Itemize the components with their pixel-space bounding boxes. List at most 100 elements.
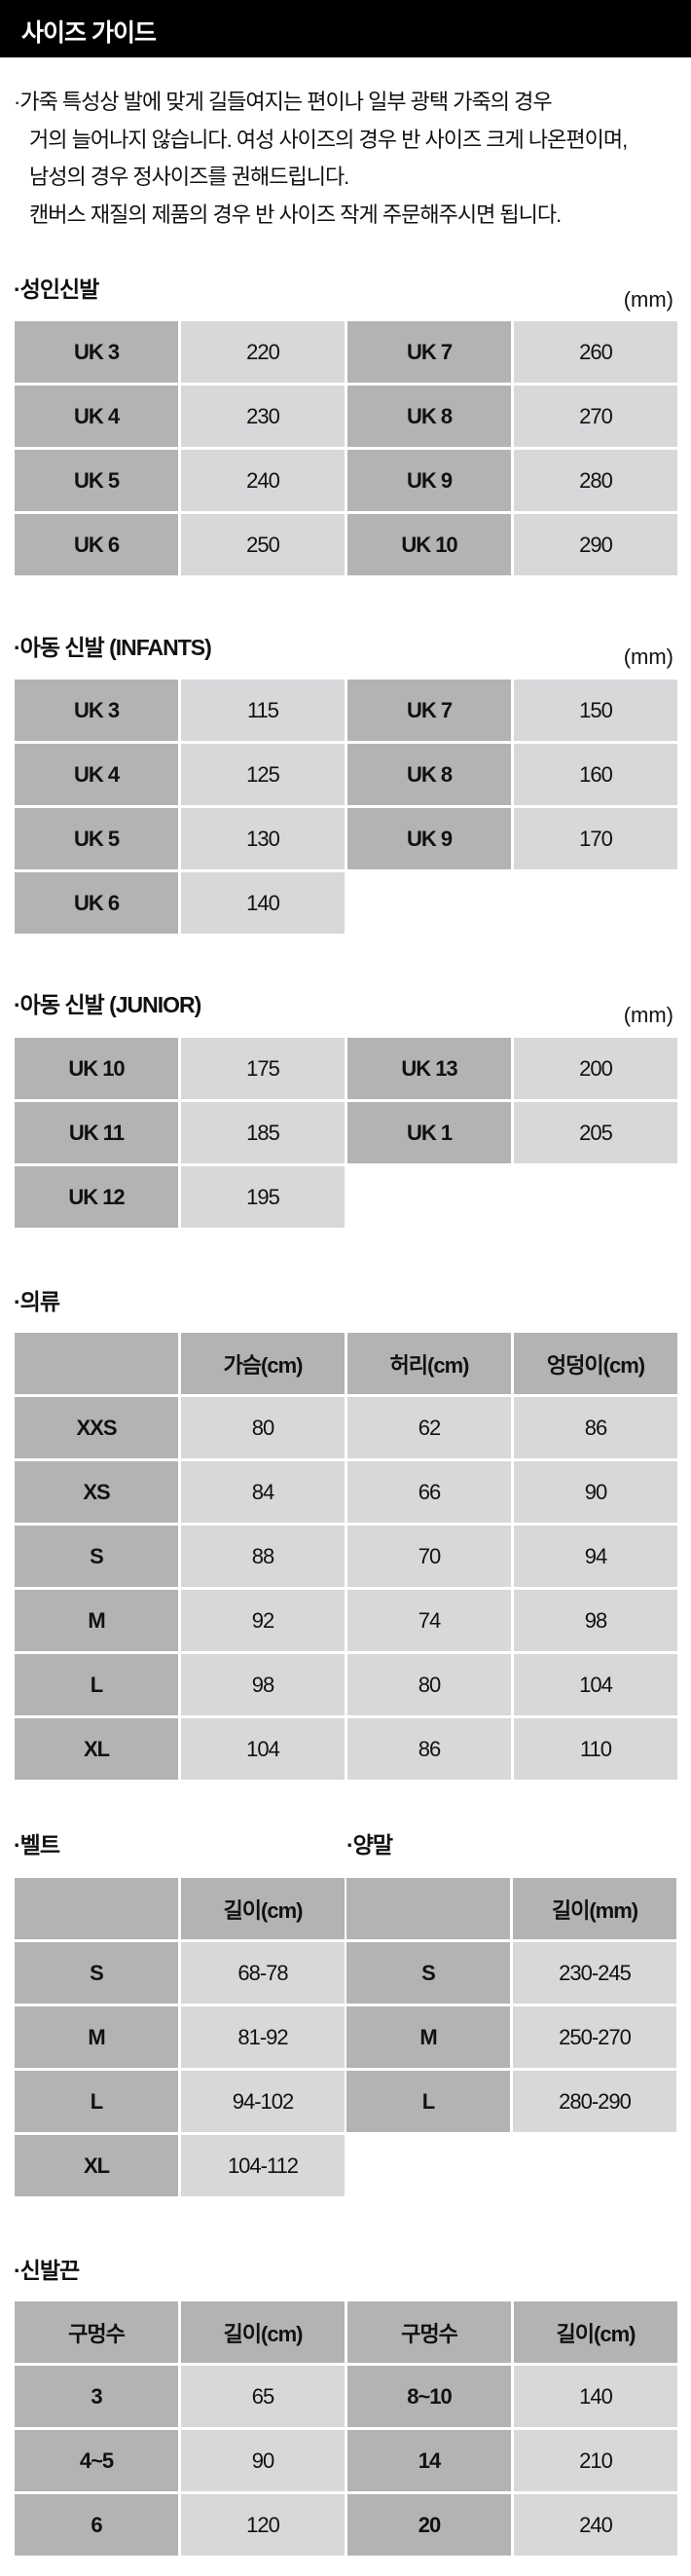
size-value-cell: 170 xyxy=(514,808,677,869)
size-label-cell: XXS xyxy=(15,1397,178,1458)
column-header: 길이(cm) xyxy=(181,2301,345,2363)
size-value-cell: 230 xyxy=(181,386,345,447)
size-value-cell: 68-78 xyxy=(181,1942,345,2004)
size-label-cell: 3 xyxy=(15,2366,178,2427)
size-label-cell: UK 12 xyxy=(15,1166,178,1228)
size-value-cell: 210 xyxy=(514,2430,677,2491)
size-label-cell: 14 xyxy=(347,2430,511,2491)
size-value-cell: 90 xyxy=(181,2430,345,2491)
unit-label: (mm) xyxy=(623,1003,673,1027)
size-table-junior-shoes: UK 10 175 UK 13 200 UK 11 185 UK 1 205 UK 12 195 xyxy=(15,1038,677,1228)
size-label-cell: UK 8 xyxy=(347,386,511,447)
column-header xyxy=(15,1333,178,1394)
size-value-cell: 104 xyxy=(514,1654,677,1715)
size-value-cell: 94 xyxy=(514,1526,677,1587)
bullet: · xyxy=(14,90,20,114)
section-title-clothing: ·의류 xyxy=(14,1289,60,1314)
size-table-clothing: 가슴(cm) 허리(cm) 엉덩이(cm) XXS 80 62 86 XS 84 66 90 S 88 7… xyxy=(15,1333,677,1780)
header-bar: 사이즈 가이드 xyxy=(0,0,691,57)
note-text: 가죽 특성상 발에 맞게 길들여지는 편이나 일부 광택 가죽의 경우 xyxy=(19,90,552,114)
size-label-cell: L xyxy=(346,2071,510,2132)
size-label-cell: UK 4 xyxy=(15,744,178,805)
size-value-cell: 84 xyxy=(181,1461,345,1523)
empty-cell xyxy=(514,1166,677,1228)
size-value-cell: 290 xyxy=(514,514,677,575)
size-value-cell: 280 xyxy=(514,450,677,511)
size-value-cell: 160 xyxy=(514,744,677,805)
size-label-cell: XS xyxy=(15,1461,178,1523)
size-value-cell: 250-270 xyxy=(513,2006,676,2068)
size-value-cell: 185 xyxy=(181,1102,345,1163)
size-value-cell: 98 xyxy=(514,1590,677,1651)
size-label-cell: UK 10 xyxy=(15,1038,178,1099)
size-label-cell: UK 8 xyxy=(347,744,511,805)
size-value-cell: 65 xyxy=(181,2366,345,2427)
size-value-cell: 270 xyxy=(514,386,677,447)
size-value-cell: 66 xyxy=(347,1461,511,1523)
size-label-cell: L xyxy=(15,2071,178,2132)
size-value-cell: 280-290 xyxy=(513,2071,676,2132)
size-value-cell: 86 xyxy=(347,1718,511,1780)
column-header xyxy=(15,1878,178,1939)
unit-label: (mm) xyxy=(623,644,673,669)
size-label-cell: S xyxy=(15,1526,178,1587)
empty-cell xyxy=(347,872,511,934)
size-value-cell: 98 xyxy=(181,1654,345,1715)
column-header: 구멍수 xyxy=(15,2301,178,2363)
size-label-cell: UK 11 xyxy=(15,1102,178,1163)
size-value-cell: 62 xyxy=(347,1397,511,1458)
size-label-cell: 20 xyxy=(347,2494,511,2556)
size-label-cell: M xyxy=(346,2006,510,2068)
column-header xyxy=(346,1878,510,1939)
size-label-cell: 8~10 xyxy=(347,2366,511,2427)
size-value-cell: 80 xyxy=(181,1397,345,1458)
unit-label: (mm) xyxy=(623,287,673,312)
size-label-cell: 4~5 xyxy=(15,2430,178,2491)
column-header: 길이(cm) xyxy=(514,2301,677,2363)
column-header: 허리(cm) xyxy=(347,1333,511,1394)
size-value-cell: 205 xyxy=(514,1102,677,1163)
size-label-cell: UK 9 xyxy=(347,808,511,869)
section-title-socks: ·양말 xyxy=(346,1832,393,1858)
size-label-cell: UK 6 xyxy=(15,514,178,575)
column-header: 가슴(cm) xyxy=(181,1333,345,1394)
page-title: 사이즈 가이드 xyxy=(21,19,157,47)
size-value-cell: 81-92 xyxy=(181,2006,345,2068)
size-label-cell: S xyxy=(15,1942,178,2004)
size-label-cell: UK 5 xyxy=(15,808,178,869)
size-label-cell: M xyxy=(15,2006,178,2068)
size-value-cell: 88 xyxy=(181,1526,345,1587)
empty-cell xyxy=(514,872,677,934)
note-line: ·가죽 특성상 발에 맞게 길들여지는 편이나 일부 광택 가죽의 경우 xyxy=(14,84,627,122)
size-label-cell: L xyxy=(15,1654,178,1715)
size-value-cell: 70 xyxy=(347,1526,511,1587)
size-value-cell: 130 xyxy=(181,808,345,869)
size-value-cell: 92 xyxy=(181,1590,345,1651)
size-label-cell: UK 6 xyxy=(15,872,178,934)
section-title-shoelaces: ·신발끈 xyxy=(14,2258,80,2283)
size-label-cell: XL xyxy=(15,1718,178,1780)
section-title-infant-shoes: ·아동 신발 (INFANTS) xyxy=(14,635,212,660)
size-table-shoelaces: 구멍수 길이(cm) 구멍수 길이(cm) 3 65 8~10 140 4~5 90 14 210 6 1… xyxy=(15,2301,677,2556)
size-value-cell: 195 xyxy=(181,1166,345,1228)
size-value-cell: 115 xyxy=(181,680,345,741)
size-value-cell: 150 xyxy=(514,680,677,741)
size-label-cell: UK 10 xyxy=(347,514,511,575)
size-label-cell: UK 3 xyxy=(15,680,178,741)
section-title-junior-shoes: ·아동 신발 (JUNIOR) xyxy=(14,992,201,1017)
size-value-cell: 140 xyxy=(181,872,345,934)
size-label-cell: UK 5 xyxy=(15,450,178,511)
size-label-cell: UK 3 xyxy=(15,321,178,383)
size-label-cell: UK 1 xyxy=(347,1102,511,1163)
size-label-cell: UK 7 xyxy=(347,321,511,383)
size-value-cell: 220 xyxy=(181,321,345,383)
size-value-cell: 120 xyxy=(181,2494,345,2556)
size-value-cell: 94-102 xyxy=(181,2071,345,2132)
size-label-cell: UK 13 xyxy=(347,1038,511,1099)
size-value-cell: 110 xyxy=(514,1718,677,1780)
size-label-cell: UK 4 xyxy=(15,386,178,447)
size-value-cell: 90 xyxy=(514,1461,677,1523)
size-value-cell: 175 xyxy=(181,1038,345,1099)
column-header: 길이(cm) xyxy=(181,1878,345,1939)
